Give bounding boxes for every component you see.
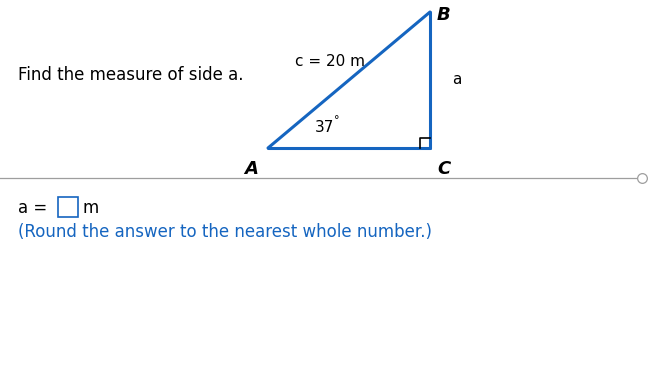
- Text: B: B: [437, 6, 451, 24]
- Text: a: a: [452, 72, 462, 88]
- Text: (Round the answer to the nearest whole number.): (Round the answer to the nearest whole n…: [18, 223, 432, 241]
- Text: a =: a =: [18, 199, 53, 217]
- Bar: [58, 197, 78, 217]
- Text: °: °: [334, 115, 340, 125]
- Text: 37: 37: [315, 121, 334, 135]
- Text: C: C: [437, 160, 450, 178]
- Text: Find the measure of side a.: Find the measure of side a.: [18, 66, 243, 84]
- Text: c = 20 m: c = 20 m: [295, 55, 365, 69]
- Text: m: m: [82, 199, 98, 217]
- Text: A: A: [244, 160, 258, 178]
